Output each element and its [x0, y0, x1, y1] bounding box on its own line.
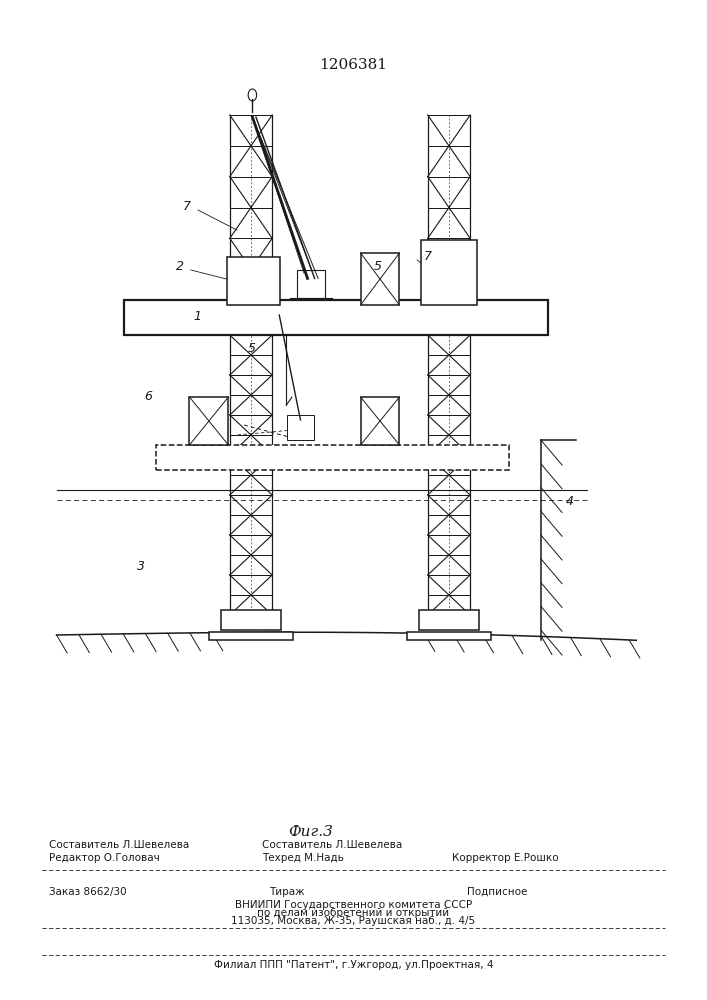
Bar — [189, 397, 228, 445]
Text: 7: 7 — [183, 200, 191, 213]
Bar — [156, 445, 509, 470]
Text: 4: 4 — [566, 495, 573, 508]
Text: Техред М.Надь: Техред М.Надь — [262, 853, 344, 863]
Text: 1: 1 — [194, 310, 201, 323]
Text: 1206381: 1206381 — [320, 58, 387, 72]
Bar — [421, 240, 477, 305]
Text: Фиг.3: Фиг.3 — [288, 825, 334, 839]
Text: 5: 5 — [374, 260, 382, 273]
Bar — [124, 300, 548, 335]
Bar — [419, 610, 479, 630]
Bar — [287, 415, 314, 440]
Bar — [361, 397, 399, 445]
Bar — [209, 632, 293, 640]
Text: Редактор О.Головач: Редактор О.Головач — [49, 853, 160, 863]
Text: Подписное: Подписное — [467, 887, 527, 897]
Text: 2: 2 — [176, 260, 184, 273]
Text: Заказ 8662/30: Заказ 8662/30 — [49, 887, 127, 897]
Text: 5: 5 — [247, 342, 255, 355]
Text: Составитель Л.Шевелева: Составитель Л.Шевелева — [262, 840, 402, 850]
Text: по делам изобретений и открытий: по делам изобретений и открытий — [257, 908, 450, 918]
Text: 3: 3 — [137, 560, 145, 573]
Text: Составитель Л.Шевелева: Составитель Л.Шевелева — [49, 840, 189, 850]
Text: 6: 6 — [144, 390, 152, 403]
Text: Тираж: Тираж — [269, 887, 304, 897]
Text: ВНИИПИ Государственного комитета СССР: ВНИИПИ Государственного комитета СССР — [235, 900, 472, 910]
Bar — [227, 257, 280, 305]
Text: 7: 7 — [424, 250, 432, 263]
Bar — [297, 270, 325, 298]
Text: 113035, Москва, Ж-35, Раушская наб., д. 4/5: 113035, Москва, Ж-35, Раушская наб., д. … — [231, 916, 476, 926]
Bar — [407, 632, 491, 640]
Text: Корректор Е.Рошко: Корректор Е.Рошко — [452, 853, 559, 863]
Text: Филиал ППП "Патент", г.Ужгород, ул.Проектная, 4: Филиал ППП "Патент", г.Ужгород, ул.Проек… — [214, 960, 493, 970]
Bar — [221, 610, 281, 630]
Bar — [361, 253, 399, 305]
